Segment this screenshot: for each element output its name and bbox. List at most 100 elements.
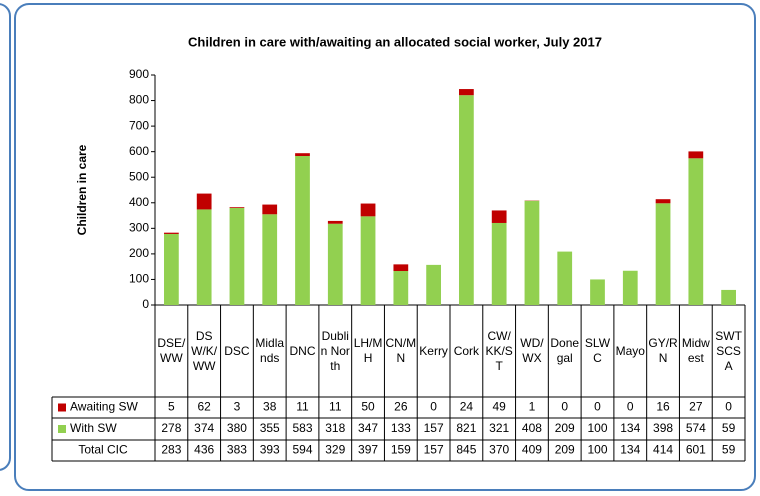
bar-with bbox=[295, 156, 310, 305]
table-value: 0 bbox=[594, 400, 601, 414]
category-wrap: GY/RN bbox=[648, 307, 679, 395]
y-tick-label: 800 bbox=[129, 93, 149, 107]
table-value: 27 bbox=[689, 400, 703, 414]
table-value: 26 bbox=[394, 400, 408, 414]
table-total: 59 bbox=[722, 443, 736, 457]
table-value: 574 bbox=[686, 421, 706, 435]
table-total: 329 bbox=[325, 443, 345, 457]
bar-with bbox=[622, 270, 638, 305]
legend-label: With SW bbox=[70, 421, 117, 435]
table-total: 397 bbox=[358, 443, 378, 457]
table-value: 278 bbox=[161, 421, 181, 435]
bar-awaiting bbox=[459, 89, 474, 96]
legend-swatch bbox=[58, 425, 66, 433]
category-cell: GY/RN bbox=[648, 307, 679, 395]
table-value: 0 bbox=[627, 400, 634, 414]
bar-with bbox=[491, 222, 507, 305]
category-cell: Cork bbox=[451, 307, 482, 395]
bar-with bbox=[590, 279, 605, 305]
category-cell: Donegal bbox=[549, 307, 580, 395]
x-tick-label: DSW/K/WW bbox=[191, 328, 218, 373]
table-value: 59 bbox=[722, 421, 736, 435]
category-wrap: WD/WX bbox=[517, 307, 548, 395]
x-tick-label: DSC bbox=[224, 343, 250, 358]
x-tick-label: CW/KK/ST bbox=[485, 328, 513, 373]
bar-with bbox=[688, 158, 704, 305]
category-cell: DNC bbox=[287, 307, 318, 395]
category-wrap: Midwest bbox=[680, 307, 711, 395]
category-cell: LH/MH bbox=[353, 336, 383, 365]
category-wrap: Midlands bbox=[254, 307, 285, 395]
x-tick-label: Mayo bbox=[615, 343, 645, 358]
y-tick-label: 100 bbox=[129, 272, 149, 286]
category-wrap: CW/KK/ST bbox=[484, 307, 515, 395]
x-tick-label: SWTSCSA bbox=[715, 328, 742, 373]
bar-awaiting bbox=[295, 153, 310, 157]
y-tick-label: 700 bbox=[129, 118, 149, 132]
bar-awaiting bbox=[262, 204, 278, 215]
category-cell: Kerry bbox=[418, 307, 449, 395]
bar-awaiting bbox=[164, 232, 179, 234]
x-tick-label: Dublin North bbox=[320, 328, 350, 373]
bar-with bbox=[721, 289, 736, 305]
bar-with bbox=[360, 216, 376, 305]
table-value: 318 bbox=[325, 421, 345, 435]
bar-with bbox=[524, 200, 540, 305]
bar-awaiting bbox=[688, 151, 704, 159]
table-total: 845 bbox=[456, 443, 476, 457]
bar-with bbox=[655, 203, 671, 305]
category-wrap: Donegal bbox=[549, 307, 580, 395]
category-wrap: Kerry bbox=[418, 307, 449, 395]
bar-with bbox=[196, 209, 212, 305]
table-value: 24 bbox=[460, 400, 474, 414]
table-value: 11 bbox=[329, 400, 342, 414]
x-tick-label: CN/MN bbox=[385, 336, 417, 365]
table-value: 3 bbox=[234, 400, 241, 414]
category-wrap: Mayo bbox=[615, 307, 646, 395]
table-value: 50 bbox=[361, 400, 375, 414]
table-value: 62 bbox=[197, 400, 211, 414]
bar-awaiting bbox=[393, 264, 409, 272]
table-total: 409 bbox=[522, 443, 542, 457]
table-value: 821 bbox=[456, 421, 476, 435]
table-value: 0 bbox=[725, 400, 732, 414]
bar-with bbox=[262, 214, 278, 305]
category-cell: Midwest bbox=[680, 307, 711, 395]
table-total: 594 bbox=[292, 443, 312, 457]
bar-with bbox=[557, 251, 573, 305]
x-tick-label: Midlands bbox=[255, 336, 285, 365]
table-value: 0 bbox=[430, 400, 437, 414]
table-total: 436 bbox=[194, 443, 214, 457]
category-cell: Midlands bbox=[254, 307, 285, 395]
category-cell: Mayo bbox=[615, 307, 646, 395]
category-wrap: Cork bbox=[451, 307, 482, 395]
table-total: 134 bbox=[620, 443, 640, 457]
bar-awaiting bbox=[327, 220, 343, 224]
category-cell: CW/KK/ST bbox=[484, 307, 515, 395]
table-value: 157 bbox=[424, 421, 444, 435]
table-value: 380 bbox=[227, 421, 247, 435]
x-tick-label: LH/MH bbox=[353, 336, 383, 365]
bar-awaiting bbox=[360, 203, 376, 217]
x-tick-label: Donegal bbox=[550, 336, 580, 365]
table-value: 209 bbox=[555, 421, 575, 435]
category-cell: Dublin North bbox=[320, 328, 350, 373]
y-tick-label: 600 bbox=[129, 144, 149, 158]
category-wrap: DNC bbox=[287, 307, 318, 395]
category-wrap: CN/MN bbox=[385, 307, 416, 395]
x-tick-label: Kerry bbox=[419, 343, 448, 358]
chart-title: Children in care with/awaiting an alloca… bbox=[188, 34, 602, 49]
category-cell: SWTSCSA bbox=[715, 328, 742, 373]
legend-swatch bbox=[58, 403, 66, 412]
side-panel bbox=[0, 3, 11, 471]
x-tick-label: GY/RN bbox=[648, 336, 678, 365]
x-tick-label: DSE/WW bbox=[157, 336, 186, 365]
table-total: 283 bbox=[161, 443, 181, 457]
table-value: 1 bbox=[529, 400, 536, 414]
y-tick-label: 0 bbox=[142, 297, 149, 311]
category-cell: DSW/K/WW bbox=[191, 328, 218, 373]
table-value: 583 bbox=[292, 421, 312, 435]
table-value: 5 bbox=[168, 400, 175, 414]
y-tick-label: 400 bbox=[129, 195, 149, 209]
category-cell: DSE/WW bbox=[157, 336, 186, 365]
